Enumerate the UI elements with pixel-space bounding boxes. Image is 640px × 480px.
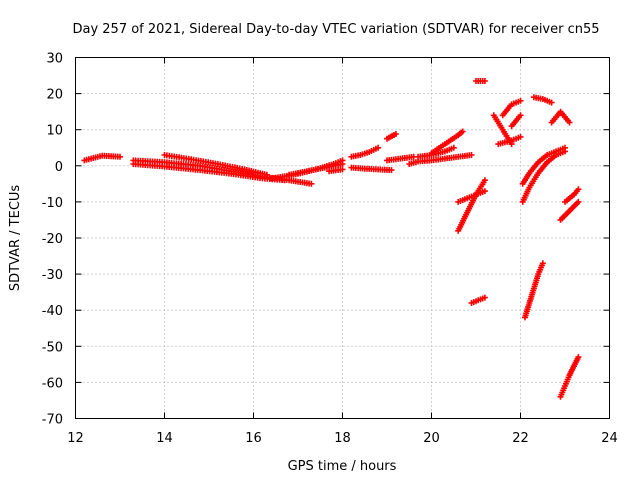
data-series bbox=[81, 78, 582, 400]
y-tick-label: 0 bbox=[55, 160, 63, 175]
data-point bbox=[575, 354, 582, 361]
data-track bbox=[348, 144, 382, 160]
data-track bbox=[384, 131, 399, 142]
data-point bbox=[388, 167, 395, 174]
y-tick-label: -60 bbox=[42, 376, 63, 391]
y-axis: -70 -60 -50 -40 -30 -20 -10 0 10 20 30 bbox=[42, 52, 610, 428]
data-track bbox=[557, 198, 582, 223]
data-point bbox=[392, 131, 399, 137]
y-tick-label: -70 bbox=[42, 413, 63, 428]
data-point bbox=[375, 144, 382, 151]
data-point bbox=[481, 78, 488, 84]
data-point bbox=[539, 260, 546, 267]
data-track bbox=[415, 144, 457, 160]
data-track bbox=[326, 166, 346, 175]
data-point bbox=[575, 198, 582, 205]
data-track bbox=[286, 161, 346, 178]
data-point bbox=[575, 186, 582, 193]
y-axis-title: SDTVAR / TECUs bbox=[8, 185, 23, 292]
data-track bbox=[557, 354, 582, 400]
x-tick-label: 18 bbox=[334, 431, 351, 446]
x-axis-title: GPS time / hours bbox=[288, 459, 397, 474]
data-point bbox=[562, 148, 568, 155]
y-tick-label: 10 bbox=[46, 124, 63, 139]
y-tick-label: -10 bbox=[42, 196, 63, 211]
y-tick-label: -20 bbox=[42, 232, 63, 247]
data-point bbox=[481, 177, 488, 184]
x-tick-label: 22 bbox=[512, 431, 529, 446]
data-track bbox=[81, 152, 123, 164]
data-track bbox=[562, 186, 582, 205]
x-tick-label: 24 bbox=[601, 431, 618, 446]
data-track bbox=[519, 148, 568, 205]
data-track bbox=[508, 112, 524, 130]
data-point bbox=[459, 128, 466, 135]
data-point bbox=[517, 133, 524, 140]
data-track bbox=[406, 152, 475, 167]
x-tick-label: 14 bbox=[156, 431, 173, 446]
data-track bbox=[530, 94, 555, 106]
y-tick-label: 20 bbox=[46, 88, 63, 103]
data-point bbox=[339, 166, 346, 173]
data-track bbox=[455, 177, 488, 234]
grid bbox=[75, 57, 610, 419]
chart-title: Day 257 of 2021, Sidereal Day-to-day VTE… bbox=[72, 22, 599, 37]
data-track bbox=[519, 144, 568, 187]
data-point bbox=[517, 112, 524, 119]
data-point bbox=[117, 153, 123, 160]
y-tick-label: 30 bbox=[46, 52, 63, 67]
x-tick-label: 20 bbox=[423, 431, 440, 446]
data-track bbox=[522, 260, 546, 321]
data-track bbox=[384, 153, 417, 164]
x-tick-label: 16 bbox=[245, 431, 262, 446]
x-axis: 12 14 16 18 20 22 24 bbox=[67, 57, 618, 446]
data-point bbox=[548, 99, 555, 106]
data-point bbox=[468, 152, 475, 158]
data-track bbox=[161, 152, 270, 178]
data-point bbox=[481, 294, 488, 301]
data-point bbox=[263, 171, 270, 178]
data-point bbox=[481, 188, 488, 195]
data-point bbox=[308, 180, 315, 187]
x-tick-label: 12 bbox=[67, 431, 84, 446]
data-track bbox=[548, 108, 573, 126]
y-tick-label: -30 bbox=[42, 268, 63, 283]
data-point bbox=[517, 97, 524, 104]
data-point bbox=[450, 144, 457, 151]
y-tick-label: -40 bbox=[42, 304, 63, 319]
data-track bbox=[473, 78, 488, 84]
data-track bbox=[348, 164, 395, 174]
data-point bbox=[566, 119, 573, 126]
data-track bbox=[499, 97, 524, 119]
y-tick-label: -50 bbox=[42, 340, 63, 355]
data-track bbox=[468, 294, 488, 306]
data-track bbox=[495, 133, 524, 148]
data-point bbox=[339, 161, 346, 167]
data-track bbox=[428, 128, 466, 157]
